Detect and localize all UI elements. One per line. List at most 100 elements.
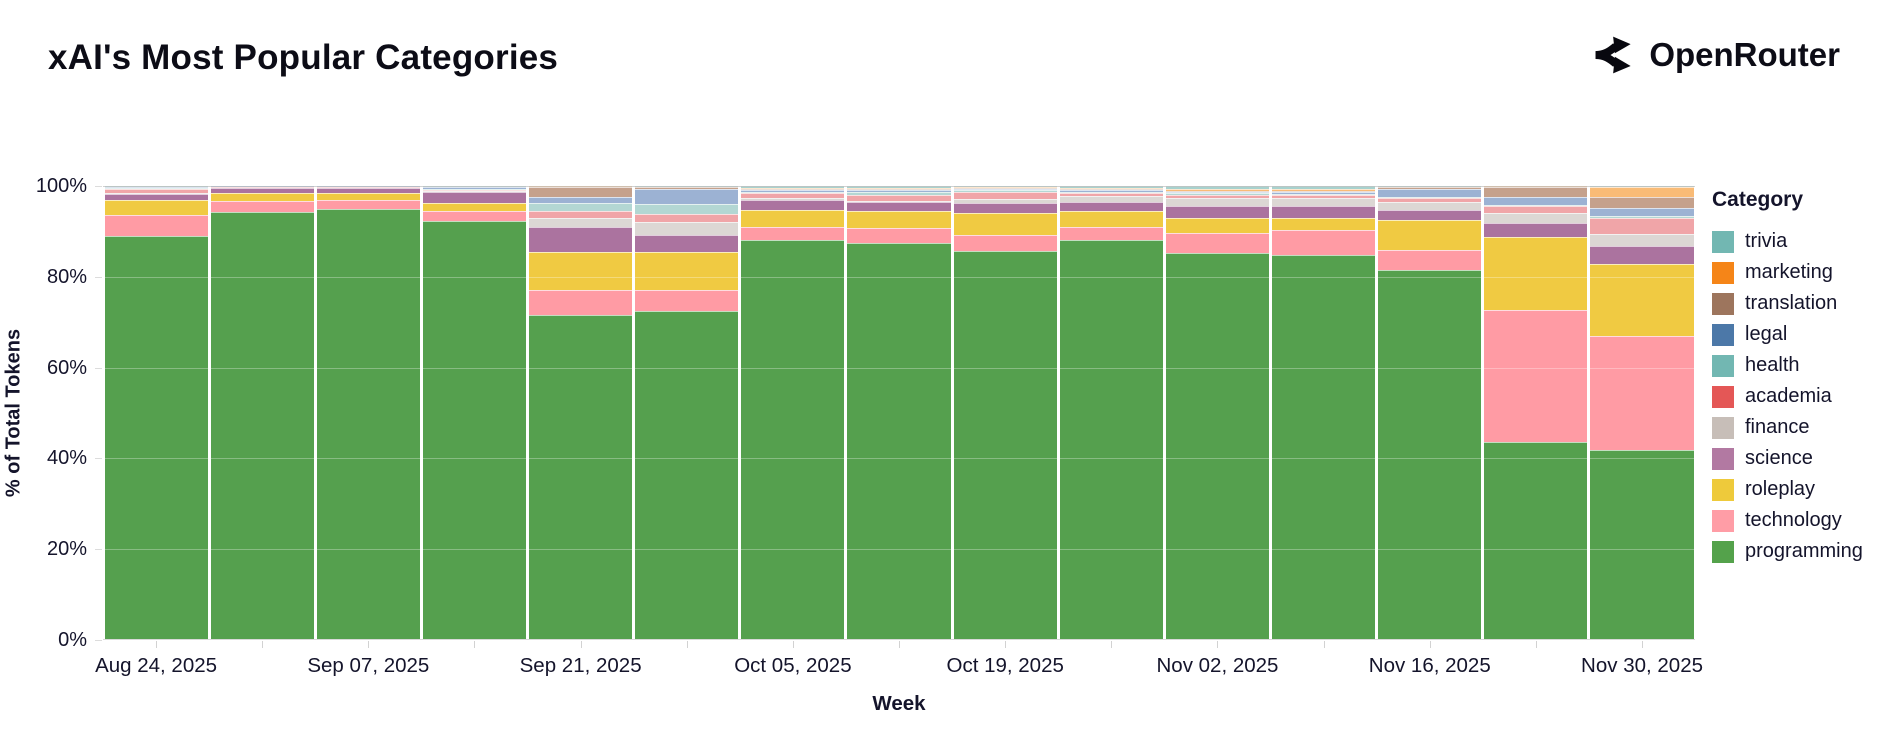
bar-segment-technology[interactable] <box>1272 229 1376 255</box>
bar-segment-technology[interactable] <box>1590 336 1694 451</box>
bar-segment-science[interactable] <box>1484 222 1588 237</box>
bar-segment-academia[interactable] <box>741 193 845 198</box>
bar-segment-technology[interactable] <box>1484 309 1588 442</box>
bar-segment-technology[interactable] <box>635 289 739 312</box>
bar-segment-academia[interactable] <box>635 213 739 222</box>
bar-segment-roleplay[interactable] <box>422 203 527 212</box>
bar-segment-technology[interactable] <box>1059 226 1163 241</box>
stacked-bar[interactable] <box>1165 186 1270 639</box>
stacked-bar[interactable] <box>210 186 314 639</box>
bar-segment-translation[interactable] <box>1590 196 1694 208</box>
bar-segment-science[interactable] <box>953 203 1057 214</box>
bar-segment-roleplay[interactable] <box>1484 236 1588 310</box>
bar-segment-academia[interactable] <box>953 191 1057 200</box>
bar-segment-roleplay[interactable] <box>210 193 314 201</box>
bar-segment-health[interactable] <box>847 192 951 195</box>
bar-segment-programming[interactable] <box>422 221 527 639</box>
bar-segment-trivia[interactable] <box>741 186 845 188</box>
bar-segment-science[interactable] <box>422 192 527 204</box>
bar-segment-finance[interactable] <box>1059 196 1163 202</box>
stacked-bar[interactable] <box>422 186 527 639</box>
bar-segment-legal[interactable] <box>741 189 845 192</box>
bar-segment-technology[interactable] <box>953 234 1057 251</box>
bar-segment-marketing[interactable] <box>1378 186 1482 188</box>
bar-segment-academia[interactable] <box>422 189 527 192</box>
bar-segment-legal[interactable] <box>1165 191 1270 194</box>
stacked-bar[interactable] <box>953 186 1057 639</box>
bar-segment-technology[interactable] <box>316 200 420 210</box>
bar-segment-roleplay[interactable] <box>1272 218 1376 230</box>
bar-segment-health[interactable] <box>1272 193 1376 196</box>
bar-segment-trivia[interactable] <box>1272 186 1376 190</box>
bar-segment-programming[interactable] <box>1059 240 1163 639</box>
bar-segment-legal[interactable] <box>529 196 633 204</box>
bar-segment-programming[interactable] <box>1590 450 1694 639</box>
bar-segment-programming[interactable] <box>953 250 1057 639</box>
stacked-bar[interactable] <box>1590 186 1694 639</box>
bar-segment-science[interactable] <box>1165 205 1270 219</box>
bar-segment-programming[interactable] <box>316 209 420 639</box>
bar-segment-academia[interactable] <box>1378 197 1482 202</box>
bar-segment-health[interactable] <box>1059 191 1163 193</box>
bar-segment-roleplay[interactable] <box>316 193 420 201</box>
bar-segment-health[interactable] <box>741 191 845 194</box>
bar-segment-science[interactable] <box>529 227 633 252</box>
bar-segment-roleplay[interactable] <box>1590 263 1694 337</box>
bar-segment-finance[interactable] <box>104 192 208 195</box>
bar-segment-programming[interactable] <box>529 314 633 639</box>
bar-segment-programming[interactable] <box>1484 441 1588 639</box>
bar-segment-health[interactable] <box>1165 193 1270 195</box>
bar-segment-science[interactable] <box>1059 201 1163 211</box>
bar-segment-health[interactable] <box>635 203 739 214</box>
bar-segment-legal[interactable] <box>953 188 1057 191</box>
bar-segment-technology[interactable] <box>529 289 633 315</box>
bar-segment-programming[interactable] <box>1272 254 1376 639</box>
bar-segment-marketing[interactable] <box>1272 189 1376 191</box>
bar-segment-marketing[interactable] <box>1590 187 1694 197</box>
bar-segment-science[interactable] <box>104 194 208 201</box>
bar-segment-science[interactable] <box>741 200 845 211</box>
bar-segment-marketing[interactable] <box>847 188 951 190</box>
bar-segment-programming[interactable] <box>104 235 208 639</box>
bar-segment-academia[interactable] <box>1059 192 1163 197</box>
bar-segment-marketing[interactable] <box>741 187 845 189</box>
bar-segment-health[interactable] <box>953 190 1057 192</box>
stacked-bar[interactable] <box>1378 186 1482 639</box>
bar-segment-academia[interactable] <box>1165 194 1270 198</box>
bar-segment-finance[interactable] <box>741 197 845 201</box>
bar-segment-science[interactable] <box>316 188 420 194</box>
bar-segment-roleplay[interactable] <box>847 211 951 229</box>
bar-segment-finance[interactable] <box>422 191 527 193</box>
bar-segment-academia[interactable] <box>529 211 633 219</box>
stacked-bar[interactable] <box>316 186 420 639</box>
bar-segment-health[interactable] <box>1590 215 1694 219</box>
bar-segment-legal[interactable] <box>1272 191 1376 194</box>
bar-segment-translation[interactable] <box>953 187 1057 189</box>
bar-segment-academia[interactable] <box>1590 218 1694 234</box>
stacked-bar[interactable] <box>1059 186 1163 639</box>
bar-segment-translation[interactable] <box>1165 190 1270 192</box>
bar-segment-legal[interactable] <box>1484 196 1588 205</box>
bar-segment-health[interactable] <box>1484 204 1588 206</box>
bar-segment-programming[interactable] <box>1378 269 1482 639</box>
bar-segment-legal[interactable] <box>422 187 527 189</box>
bar-segment-academia[interactable] <box>1272 195 1376 198</box>
bar-segment-legal[interactable] <box>847 190 951 193</box>
bar-segment-science[interactable] <box>847 202 951 212</box>
bar-segment-academia[interactable] <box>316 186 420 188</box>
bar-segment-trivia[interactable] <box>1590 186 1694 188</box>
bar-segment-programming[interactable] <box>847 243 951 639</box>
bar-segment-marketing[interactable] <box>1165 189 1270 191</box>
bar-segment-academia[interactable] <box>1484 206 1588 213</box>
stacked-bar[interactable] <box>847 186 951 639</box>
stacked-bar[interactable] <box>635 186 739 639</box>
bar-segment-finance[interactable] <box>1272 197 1376 207</box>
bar-segment-trivia[interactable] <box>1165 186 1270 190</box>
bar-segment-marketing[interactable] <box>1059 188 1163 190</box>
bar-segment-legal[interactable] <box>1590 207 1694 216</box>
bar-segment-finance[interactable] <box>1484 212 1588 223</box>
bar-segment-trivia[interactable] <box>635 186 739 187</box>
bar-segment-science[interactable] <box>210 188 314 194</box>
bar-segment-trivia[interactable] <box>847 186 951 189</box>
bar-segment-science[interactable] <box>635 234 739 252</box>
